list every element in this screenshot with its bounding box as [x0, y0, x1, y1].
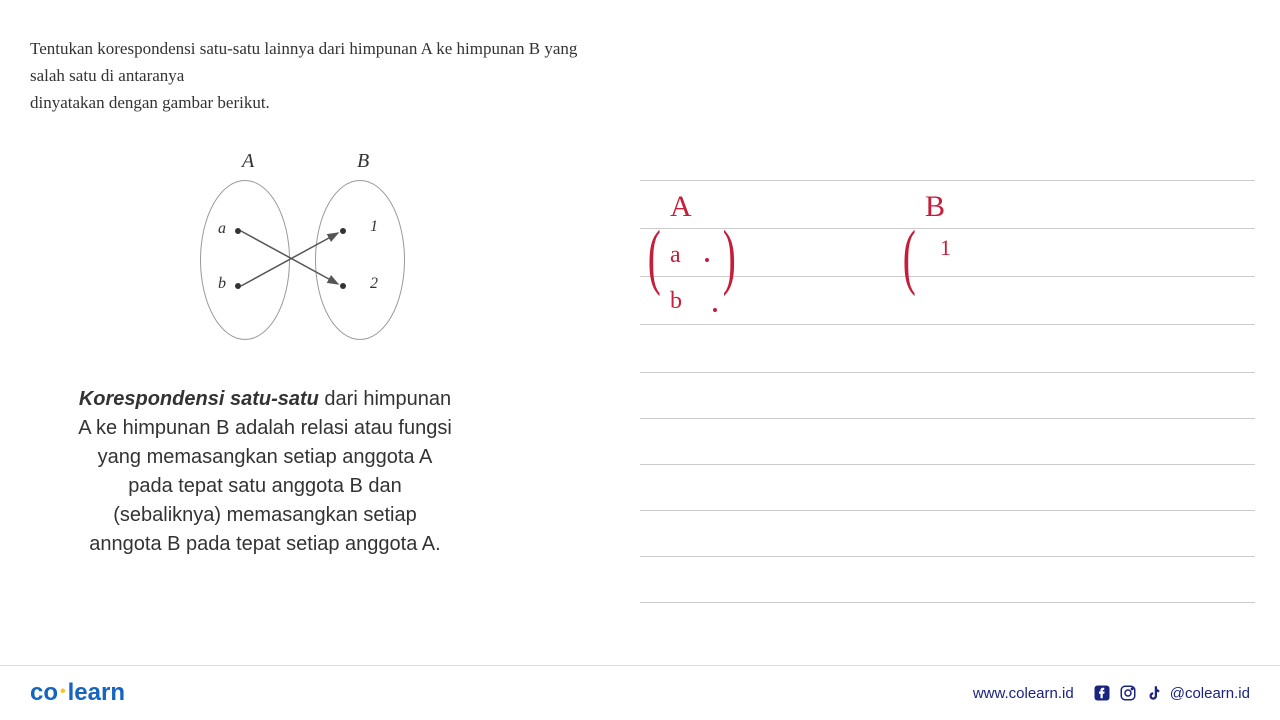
notebook-line	[640, 556, 1255, 557]
logo: co•learn	[30, 679, 125, 707]
notebook-line	[640, 510, 1255, 511]
footer-handle: @colearn.id	[1170, 685, 1250, 702]
notebook-line	[640, 418, 1255, 419]
facebook-icon	[1092, 683, 1112, 703]
footer-url: www.colearn.id	[973, 685, 1074, 702]
handwritten-1: 1	[940, 235, 951, 261]
notebook-line	[640, 324, 1255, 325]
mapping-diagram: A B a b 1 2	[180, 150, 420, 370]
question-line1: Tentukan korespondensi satu-satu lainnya…	[30, 39, 577, 85]
logo-co: co	[30, 679, 58, 706]
notebook-line	[640, 602, 1255, 603]
footer-right: www.colearn.id @colearn.id	[973, 683, 1250, 703]
handwritten-B: B	[925, 190, 945, 224]
social-icons: @colearn.id	[1092, 683, 1250, 703]
logo-learn: learn	[68, 679, 125, 706]
handwritten-b: b	[670, 288, 682, 315]
question-text: Tentukan korespondensi satu-satu lainnya…	[30, 35, 590, 117]
paren-right-a: )	[723, 215, 736, 298]
notebook-line	[640, 180, 1255, 181]
tiktok-icon	[1144, 683, 1164, 703]
logo-separator: •	[60, 683, 66, 700]
paren-left-a: (	[648, 215, 661, 298]
hand-dot-b	[713, 308, 717, 312]
handwritten-a: a	[670, 242, 681, 269]
definition-text: Korespondensi satu-satu dari himpunan A …	[75, 385, 455, 559]
notebook-line	[640, 464, 1255, 465]
definition-body: dari himpunan A ke himpunan B adalah rel…	[78, 388, 452, 555]
handwritten-A: A	[670, 190, 692, 224]
instagram-icon	[1118, 683, 1138, 703]
definition-term: Korespondensi satu-satu	[79, 388, 319, 410]
hand-dot-a	[705, 258, 709, 262]
mapping-arrows	[180, 150, 420, 370]
paren-left-b: (	[903, 215, 916, 298]
question-line2: dinyatakan dengan gambar berikut.	[30, 93, 270, 112]
notebook-line	[640, 372, 1255, 373]
footer: co•learn www.colearn.id @colearn.id	[0, 665, 1280, 720]
notebook-area: A B ( ) ( a b 1	[640, 160, 1255, 640]
